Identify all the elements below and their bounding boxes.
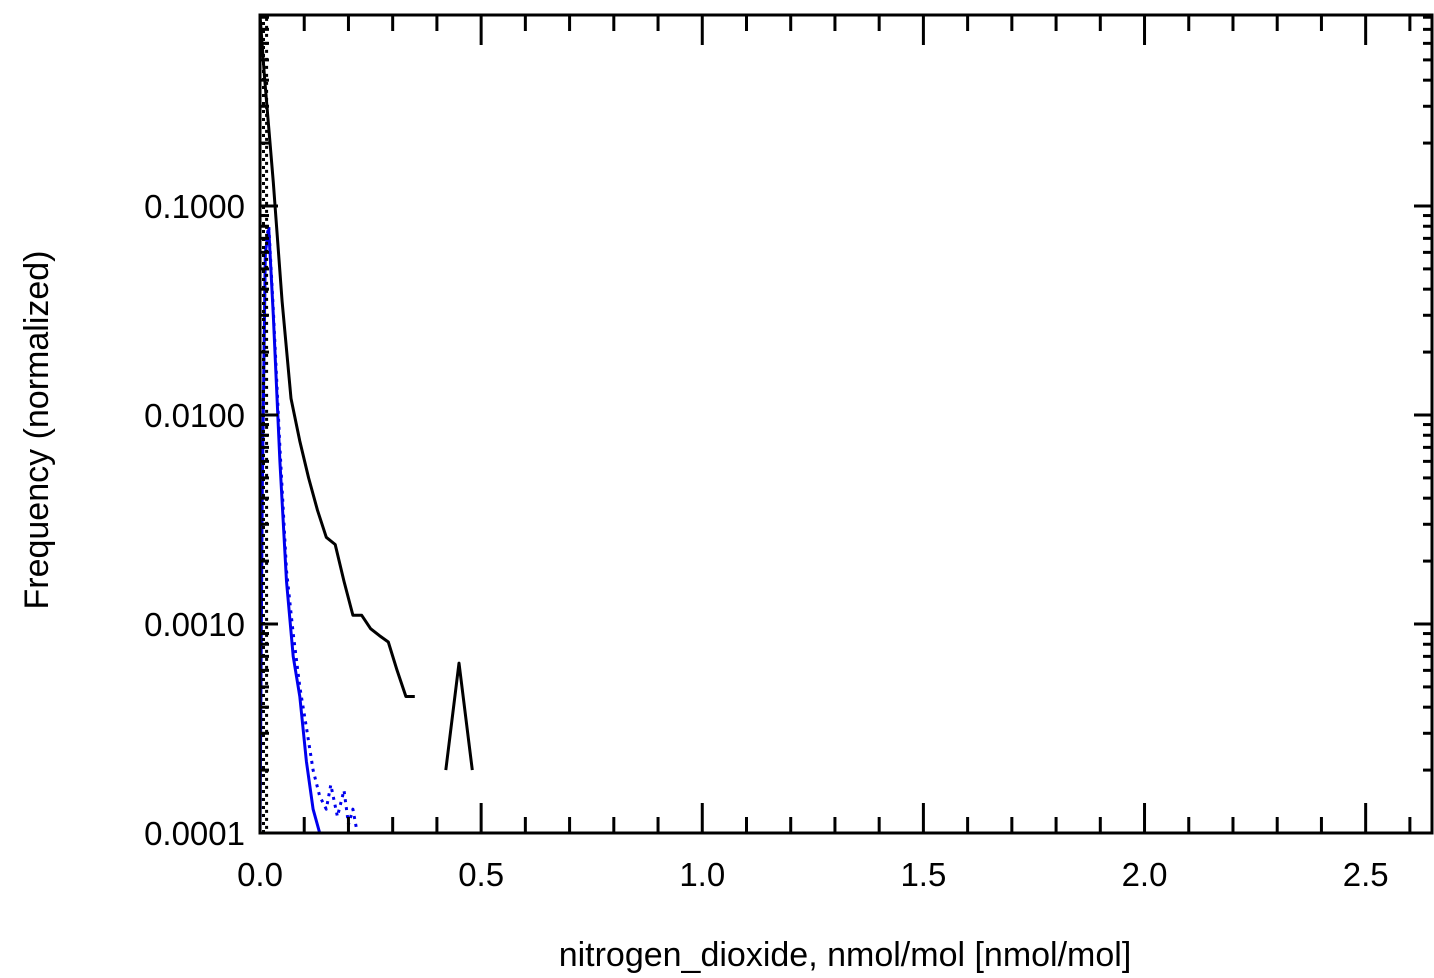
x-tick-label: 1.0 <box>679 856 725 893</box>
series-line-0 <box>258 14 415 698</box>
y-tick-label: 0.0100 <box>144 397 245 434</box>
series-line-1 <box>444 661 474 771</box>
plot-border <box>258 13 1434 835</box>
x-tick-label: 1.5 <box>900 856 946 893</box>
tick-labels: 0.0 0.5 1.0 1.5 2.0 2.5 0.0001 0.0010 0.0100 0.10… <box>144 188 1389 893</box>
y-tick-label: 0.1000 <box>144 188 245 225</box>
x-tick-label: 0.5 <box>458 856 504 893</box>
y-tick-label: 0.0001 <box>144 815 245 852</box>
series-lines <box>258 13 474 835</box>
x-axis-title: nitrogen_dioxide, nmol/mol [nmol/mol] <box>559 936 1132 974</box>
series-line-3 <box>258 224 362 835</box>
x-tick-label: 2.5 <box>1343 856 1389 893</box>
series-line-2 <box>258 228 322 834</box>
x-tick-label: 2.0 <box>1122 856 1168 893</box>
x-tick-label: 0.0 <box>237 856 283 893</box>
axis-ticks <box>258 15 1432 835</box>
y-tick-label: 0.0010 <box>144 606 245 643</box>
y-axis-title: Frequency (normalized) <box>18 250 56 609</box>
plot-frame <box>258 13 1434 835</box>
